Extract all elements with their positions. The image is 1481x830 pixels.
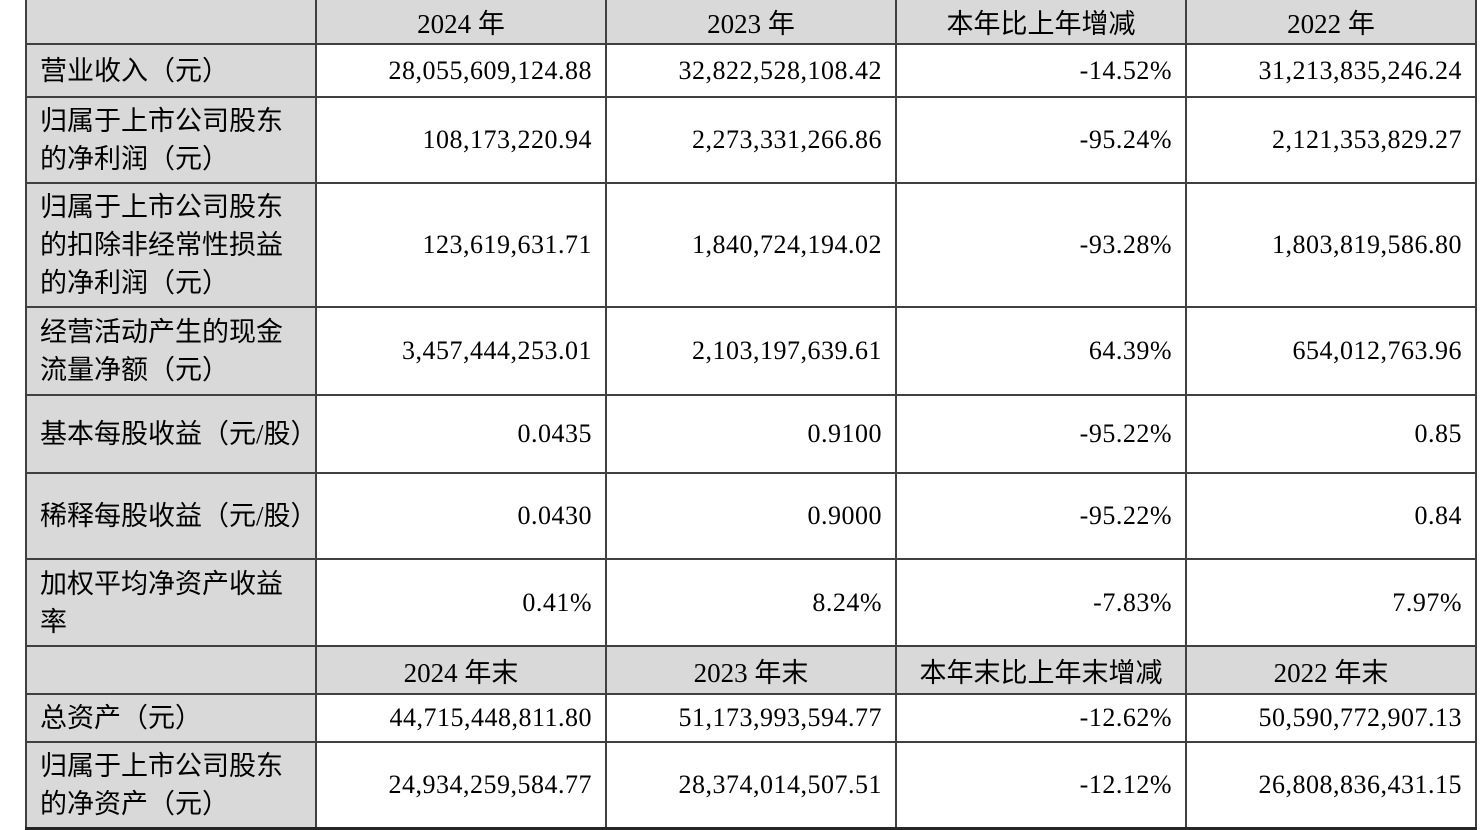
cell-value: 50,590,772,907.13 (1185, 693, 1477, 743)
column-header-2024: 2024 年 (315, 0, 607, 45)
cell-value: 2,121,353,829.27 (1185, 96, 1477, 184)
row-label: 加权平均净资产收益率 (25, 558, 317, 647)
table-row-operating-cash-flow: 经营活动产生的现金流量净额（元） 3,457,444,253.01 2,103,… (25, 306, 1477, 396)
cell-value: 2,103,197,639.61 (605, 306, 897, 396)
row-label: 归属于上市公司股东的净资产（元） (25, 741, 317, 830)
column-header-2023: 2023 年 (605, 0, 897, 45)
cell-value: 28,055,609,124.88 (315, 43, 607, 98)
cell-value: 1,840,724,194.02 (605, 182, 897, 308)
cell-value: 123,619,631.71 (315, 182, 607, 308)
column-header-2023-end: 2023 年末 (605, 645, 897, 695)
cell-value: 31,213,835,246.24 (1185, 43, 1477, 98)
row-label: 总资产（元） (25, 693, 317, 743)
cell-value: 0.84 (1185, 472, 1477, 560)
cell-value: 26,808,836,431.15 (1185, 741, 1477, 830)
cell-value: -12.62% (895, 693, 1187, 743)
cell-value: 3,457,444,253.01 (315, 306, 607, 396)
table-header-row-eoy: 2024 年末 2023 年末 本年末比上年末增减 2022 年末 (25, 645, 1477, 695)
cell-value: 44,715,448,811.80 (315, 693, 607, 743)
column-header-2022-end: 2022 年末 (1185, 645, 1477, 695)
table-row-revenue: 营业收入（元） 28,055,609,124.88 32,822,528,108… (25, 43, 1477, 98)
row-label: 稀释每股收益（元/股） (25, 472, 317, 560)
cell-value: 1,803,819,586.80 (1185, 182, 1477, 308)
row-label: 基本每股收益（元/股） (25, 394, 317, 474)
column-header-2022: 2022 年 (1185, 0, 1477, 45)
cell-value: 24,934,259,584.77 (315, 741, 607, 830)
row-label: 归属于上市公司股东的扣除非经常性损益的净利润（元） (25, 182, 317, 308)
cell-value: -95.22% (895, 472, 1187, 560)
row-label: 营业收入（元） (25, 43, 317, 98)
cell-value: 2,273,331,266.86 (605, 96, 897, 184)
column-header-yoy-change: 本年比上年增减 (895, 0, 1187, 45)
cell-value: 108,173,220.94 (315, 96, 607, 184)
cell-value: -93.28% (895, 182, 1187, 308)
cell-value: 8.24% (605, 558, 897, 647)
row-label: 经营活动产生的现金流量净额（元） (25, 306, 317, 396)
cell-value: 654,012,763.96 (1185, 306, 1477, 396)
cell-value: 51,173,993,594.77 (605, 693, 897, 743)
cell-value: 32,822,528,108.42 (605, 43, 897, 98)
financial-summary-table: 2024 年 2023 年 本年比上年增减 2022 年 营业收入（元） 28,… (25, 0, 1477, 830)
cell-value: -14.52% (895, 43, 1187, 98)
column-header-2024-end: 2024 年末 (315, 645, 607, 695)
corner-cell-blank (25, 0, 317, 45)
corner-cell-blank (25, 645, 317, 695)
cell-value: 0.9100 (605, 394, 897, 474)
cell-value: 28,374,014,507.51 (605, 741, 897, 830)
table-header-row-period: 2024 年 2023 年 本年比上年增减 2022 年 (25, 0, 1477, 45)
table-row-net-assets: 归属于上市公司股东的净资产（元） 24,934,259,584.77 28,37… (25, 741, 1477, 830)
cell-value: -95.22% (895, 394, 1187, 474)
cell-value: -95.24% (895, 96, 1187, 184)
cell-value: 0.85 (1185, 394, 1477, 474)
table-row-net-profit-excl-nonrecurring: 归属于上市公司股东的扣除非经常性损益的净利润（元） 123,619,631.71… (25, 182, 1477, 308)
cell-value: -7.83% (895, 558, 1187, 647)
table-row-diluted-eps: 稀释每股收益（元/股） 0.0430 0.9000 -95.22% 0.84 (25, 472, 1477, 560)
cell-value: 0.0430 (315, 472, 607, 560)
cell-value: -12.12% (895, 741, 1187, 830)
cell-value: 64.39% (895, 306, 1187, 396)
row-label: 归属于上市公司股东的净利润（元） (25, 96, 317, 184)
cell-value: 7.97% (1185, 558, 1477, 647)
cell-value: 0.0435 (315, 394, 607, 474)
cell-value: 0.9000 (605, 472, 897, 560)
table-row-basic-eps: 基本每股收益（元/股） 0.0435 0.9100 -95.22% 0.85 (25, 394, 1477, 474)
table-row-weighted-roe: 加权平均净资产收益率 0.41% 8.24% -7.83% 7.97% (25, 558, 1477, 647)
table-row-total-assets: 总资产（元） 44,715,448,811.80 51,173,993,594.… (25, 693, 1477, 743)
cell-value: 0.41% (315, 558, 607, 647)
table-row-net-profit: 归属于上市公司股东的净利润（元） 108,173,220.94 2,273,33… (25, 96, 1477, 184)
column-header-eoy-change: 本年末比上年末增减 (895, 645, 1187, 695)
